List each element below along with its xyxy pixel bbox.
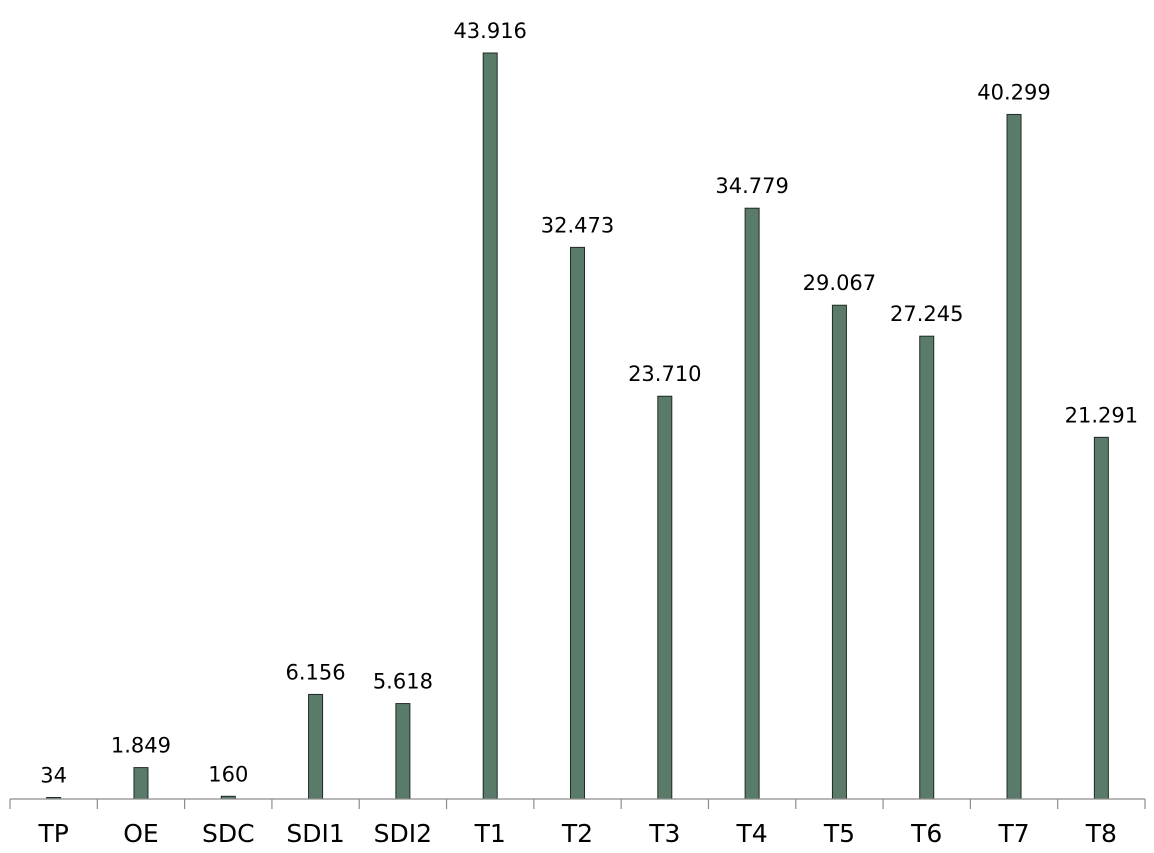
category-label-sdi1: SDI1 [286, 819, 344, 848]
category-label-tp: TP [37, 819, 68, 848]
category-labels-group: TP OE SDC SDI1 SDI2 T1 T2 T3 T4 T5 T6 T7 T8 [37, 819, 1116, 848]
bar-sdi2 [395, 703, 411, 800]
bar-sdi1 [308, 693, 324, 800]
bar-oe [133, 767, 149, 800]
bar-t6 [919, 335, 935, 800]
category-label-t7: T7 [997, 819, 1029, 848]
category-label-sdc: SDC [202, 819, 255, 848]
data-label-t7: 40.299 [977, 80, 1050, 104]
category-label-sdi2: SDI2 [374, 819, 432, 848]
category-label-t1: T1 [474, 819, 506, 848]
x-axis-ticks [9, 799, 1146, 809]
data-label-sdi2: 5.618 [373, 670, 433, 694]
bar-t5 [831, 304, 847, 800]
data-labels-group: 34 1.849 160 6.156 5.618 43.916 32.473 23.710 34… [40, 19, 1138, 788]
bar-t1 [482, 52, 498, 800]
data-label-t3: 23.710 [628, 362, 701, 386]
category-label-t4: T4 [736, 819, 768, 848]
data-label-t5: 29.067 [803, 271, 876, 295]
category-label-t3: T3 [648, 819, 680, 848]
bar-t7 [1006, 113, 1022, 800]
data-label-sdi1: 6.156 [286, 660, 346, 684]
category-label-t6: T6 [910, 819, 942, 848]
category-label-t5: T5 [823, 819, 855, 848]
data-label-sdc: 160 [208, 762, 248, 786]
bar-t2 [570, 246, 585, 800]
category-label-t2: T2 [561, 819, 593, 848]
data-label-t6: 27.245 [890, 302, 963, 326]
category-label-t8: T8 [1085, 819, 1117, 848]
bars-group [46, 52, 1109, 800]
data-label-t2: 32.473 [541, 213, 614, 237]
data-label-t1: 43.916 [453, 19, 526, 43]
data-label-tp: 34 [40, 764, 67, 788]
data-label-oe: 1.849 [111, 734, 171, 758]
data-label-t8: 21.291 [1065, 403, 1138, 427]
bar-t4 [744, 207, 760, 800]
bar-t3 [657, 395, 673, 800]
data-label-t4: 34.779 [715, 174, 788, 198]
category-label-oe: OE [123, 819, 158, 848]
bar-t8 [1093, 436, 1109, 800]
